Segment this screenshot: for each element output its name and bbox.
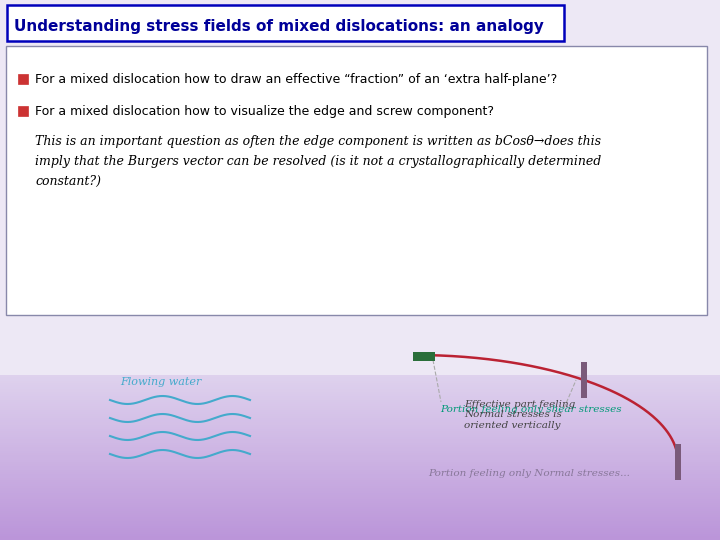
Text: Understanding stress fields of mixed dislocations: an analogy: Understanding stress fields of mixed dis…	[14, 19, 544, 35]
Polygon shape	[0, 492, 720, 495]
Polygon shape	[0, 497, 720, 499]
Polygon shape	[0, 383, 720, 386]
Text: For a mixed dislocation how to visualize the edge and screw component?: For a mixed dislocation how to visualize…	[35, 105, 494, 118]
FancyBboxPatch shape	[7, 5, 564, 41]
Polygon shape	[0, 386, 720, 387]
Polygon shape	[0, 478, 720, 480]
Polygon shape	[0, 424, 720, 427]
Text: This is an important question as often the edge component is written as bCosθ→do: This is an important question as often t…	[35, 135, 601, 188]
Polygon shape	[0, 515, 720, 517]
Polygon shape	[0, 476, 720, 478]
Polygon shape	[0, 0, 720, 375]
Polygon shape	[0, 505, 720, 507]
Polygon shape	[0, 435, 720, 437]
Polygon shape	[0, 455, 720, 457]
Polygon shape	[0, 528, 720, 530]
Text: Portion feeling only shear stresses: Portion feeling only shear stresses	[440, 406, 621, 415]
Polygon shape	[0, 396, 720, 397]
Polygon shape	[0, 412, 720, 414]
Polygon shape	[0, 470, 720, 472]
Bar	[18, 106, 28, 116]
Polygon shape	[0, 404, 720, 406]
Polygon shape	[0, 525, 720, 528]
Polygon shape	[0, 381, 720, 383]
Text: Effective part feeling
Normal stresses is
oriented vertically: Effective part feeling Normal stresses i…	[464, 400, 575, 430]
Polygon shape	[0, 462, 720, 464]
Polygon shape	[0, 487, 720, 489]
Polygon shape	[0, 468, 720, 470]
Text: Flowing water: Flowing water	[120, 377, 202, 387]
Polygon shape	[0, 377, 720, 379]
Polygon shape	[0, 451, 720, 454]
Polygon shape	[0, 489, 720, 490]
Polygon shape	[0, 437, 720, 439]
Polygon shape	[0, 439, 720, 441]
Polygon shape	[0, 482, 720, 484]
Polygon shape	[0, 530, 720, 532]
Polygon shape	[0, 480, 720, 482]
Polygon shape	[0, 509, 720, 511]
Polygon shape	[0, 394, 720, 396]
Bar	[675, 444, 681, 480]
Polygon shape	[0, 389, 720, 392]
Text: For a mixed dislocation how to draw an effective “fraction” of an ‘extra half-pl: For a mixed dislocation how to draw an e…	[35, 73, 557, 86]
Polygon shape	[0, 536, 720, 538]
Polygon shape	[0, 431, 720, 433]
Polygon shape	[0, 519, 720, 522]
Polygon shape	[0, 447, 720, 449]
Polygon shape	[0, 410, 720, 412]
Polygon shape	[0, 472, 720, 474]
Polygon shape	[0, 392, 720, 394]
Polygon shape	[0, 457, 720, 460]
Polygon shape	[0, 449, 720, 451]
Polygon shape	[0, 490, 720, 492]
Polygon shape	[0, 443, 720, 445]
Polygon shape	[0, 511, 720, 513]
Polygon shape	[0, 538, 720, 540]
Polygon shape	[0, 420, 720, 422]
Polygon shape	[0, 387, 720, 389]
Polygon shape	[0, 495, 720, 497]
Bar	[581, 362, 587, 398]
Polygon shape	[0, 474, 720, 476]
Polygon shape	[0, 484, 720, 487]
Polygon shape	[0, 414, 720, 416]
Polygon shape	[0, 445, 720, 447]
Polygon shape	[0, 433, 720, 435]
Polygon shape	[0, 517, 720, 519]
Polygon shape	[0, 523, 720, 525]
Bar	[18, 74, 28, 84]
Polygon shape	[0, 416, 720, 419]
Bar	[413, 352, 435, 361]
Polygon shape	[0, 534, 720, 536]
Polygon shape	[0, 397, 720, 400]
Polygon shape	[0, 406, 720, 408]
Polygon shape	[0, 507, 720, 509]
Polygon shape	[0, 454, 720, 455]
Polygon shape	[0, 429, 720, 431]
Polygon shape	[0, 427, 720, 429]
Polygon shape	[0, 499, 720, 501]
Polygon shape	[0, 379, 720, 381]
Polygon shape	[0, 441, 720, 443]
Polygon shape	[0, 464, 720, 465]
Polygon shape	[0, 513, 720, 515]
Polygon shape	[0, 418, 720, 420]
Polygon shape	[0, 465, 720, 468]
Polygon shape	[0, 460, 720, 462]
Text: Portion feeling only Normal stresses...: Portion feeling only Normal stresses...	[428, 469, 630, 478]
Polygon shape	[0, 375, 720, 377]
Polygon shape	[0, 503, 720, 505]
Polygon shape	[0, 402, 720, 404]
Polygon shape	[0, 400, 720, 402]
FancyBboxPatch shape	[6, 46, 707, 315]
Polygon shape	[0, 532, 720, 534]
Polygon shape	[0, 422, 720, 424]
Polygon shape	[0, 501, 720, 503]
Polygon shape	[0, 522, 720, 523]
Polygon shape	[0, 408, 720, 410]
